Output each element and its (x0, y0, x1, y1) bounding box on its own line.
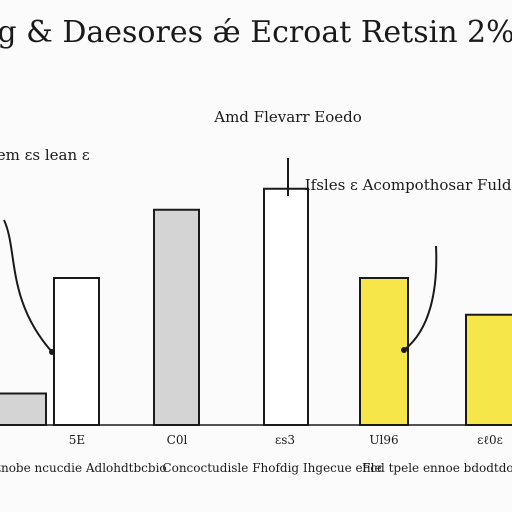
chart-title: g & Daesores ǽ Ecroat Retsin 2% (0, 15, 512, 50)
annotation-label-2: D dem ɛs lean ɛ (0, 146, 90, 164)
annotation-label-3: Ifsles ɛ Acompothosar Fulde Fodeo (305, 176, 512, 194)
bar-1 (53, 277, 100, 426)
annotation-leader-3 (403, 245, 438, 351)
caption-1: Pefntnobe ncucdie Adlohdtbcbio (0, 461, 167, 475)
x-tick-label: 5E (69, 433, 85, 447)
bar-0 (0, 392, 47, 426)
bar-2 (153, 208, 200, 426)
annotation-leader-2 (3, 219, 53, 353)
caption-3: Fcd tpele ennoe bdodtdolo edlbe (362, 461, 512, 475)
annotation-dot-2 (401, 347, 407, 353)
bar-5 (465, 313, 512, 426)
caption-2: Concoctudisle Fhofdig Ihgecue efile (162, 461, 381, 475)
bar-3 (263, 187, 309, 426)
x-tick-label: ɛℓ0ɛ (477, 433, 503, 447)
bar-4 (359, 277, 409, 426)
annotation-dot-1 (49, 349, 55, 355)
x-tick-label: ɛs3 (275, 433, 295, 447)
annotation-label-1: Amd Flevarr Eoedo (213, 108, 362, 126)
x-tick-label: Ul96 (369, 433, 398, 447)
x-tick-label: C0l (167, 433, 188, 447)
